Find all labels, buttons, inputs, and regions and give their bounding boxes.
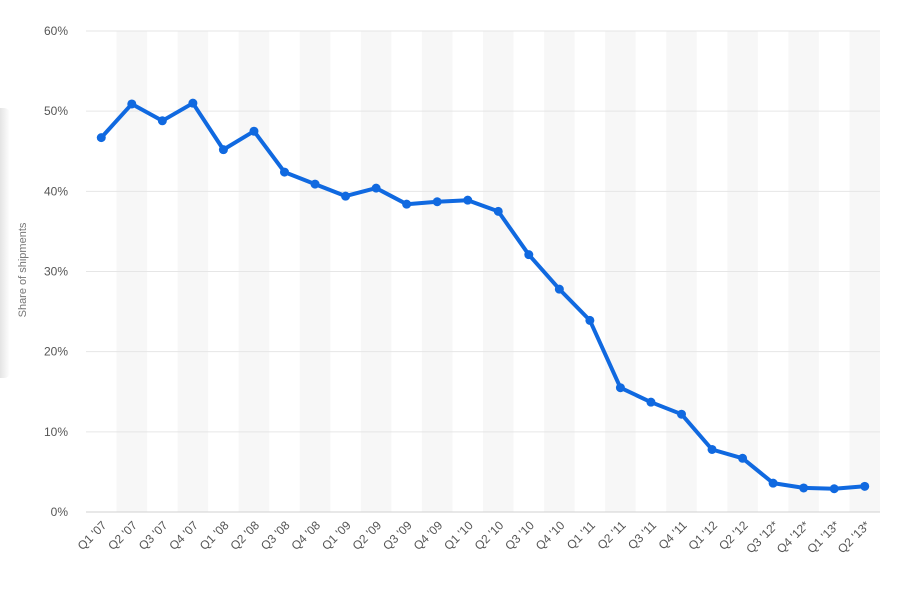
x-tick-label: Q1 '09 [319, 518, 354, 553]
series-line-path [99, 101, 867, 491]
x-tick-label: Q4 '08 [289, 518, 324, 553]
x-tick-label: Q3 '12* [743, 518, 781, 556]
x-tick-label: Q2 '09 [350, 518, 385, 553]
data-point [646, 397, 656, 407]
data-point [157, 116, 167, 126]
data-point [860, 481, 870, 491]
x-tick-label: Q3 '11 [625, 518, 659, 552]
data-point [768, 478, 778, 488]
data-point [96, 133, 106, 143]
y-tick-label: 50% [44, 104, 68, 118]
x-tick-label: Q1 '07 [75, 518, 110, 553]
x-tick-label: Q3 '09 [380, 518, 415, 553]
y-tick-label: 20% [44, 345, 68, 359]
x-tick-label: Q4 '07 [166, 518, 201, 553]
y-tick-label: 10% [44, 425, 68, 439]
data-point [341, 191, 351, 201]
data-point [402, 199, 412, 209]
x-tick-label: Q2 '13* [835, 518, 873, 556]
grid-lines [86, 30, 880, 513]
series-line [99, 101, 867, 491]
y-axis-ticks: 0% 10% 20% 30% 40% 50% 60% [44, 24, 68, 519]
data-point [463, 195, 473, 205]
x-tick-label: Q1 '11 [564, 518, 598, 552]
data-point [188, 98, 198, 108]
data-point [432, 197, 442, 207]
data-point [585, 315, 595, 325]
x-tick-label: Q1 '08 [197, 518, 232, 553]
data-point [280, 167, 289, 177]
x-tick-label: Q2 '10 [472, 518, 507, 553]
data-point [707, 444, 717, 454]
x-tick-label: Q4 '09 [411, 518, 446, 553]
x-tick-label: Q4 '11 [656, 518, 690, 552]
data-point [677, 409, 686, 419]
x-tick-label: Q2 '11 [595, 518, 629, 552]
data-point [799, 483, 809, 493]
x-tick-label: Q3 '08 [258, 518, 293, 553]
data-point [249, 126, 259, 136]
data-point [493, 206, 503, 216]
y-axis-title: Share of shipments [17, 222, 29, 317]
x-tick-label: Q3 '07 [136, 518, 171, 553]
x-tick-label: Q1 '13* [804, 518, 842, 556]
data-point [218, 145, 228, 155]
data-point [615, 383, 625, 393]
data-point [310, 179, 320, 189]
data-point [371, 183, 381, 193]
x-tick-label: Q2 '08 [227, 518, 262, 553]
y-tick-label: 0% [51, 505, 69, 519]
side-panel-edge [0, 108, 10, 378]
data-point [524, 250, 534, 260]
y-tick-label: 40% [44, 184, 68, 198]
x-tick-label: Q2 '07 [105, 518, 140, 553]
data-points [96, 98, 870, 494]
x-tick-label: Q3 '10 [502, 518, 537, 553]
y-tick-label: 30% [44, 265, 68, 279]
x-tick-label: Q1 '12 [686, 518, 721, 553]
data-point [829, 484, 839, 494]
x-tick-label: Q4 '10 [533, 518, 568, 553]
x-tick-label: Q1 '10 [441, 518, 476, 553]
data-point [554, 284, 564, 294]
x-tick-label: Q4 '12* [774, 518, 812, 556]
data-point [127, 99, 137, 109]
data-point [738, 453, 748, 463]
y-tick-label: 60% [44, 24, 68, 38]
